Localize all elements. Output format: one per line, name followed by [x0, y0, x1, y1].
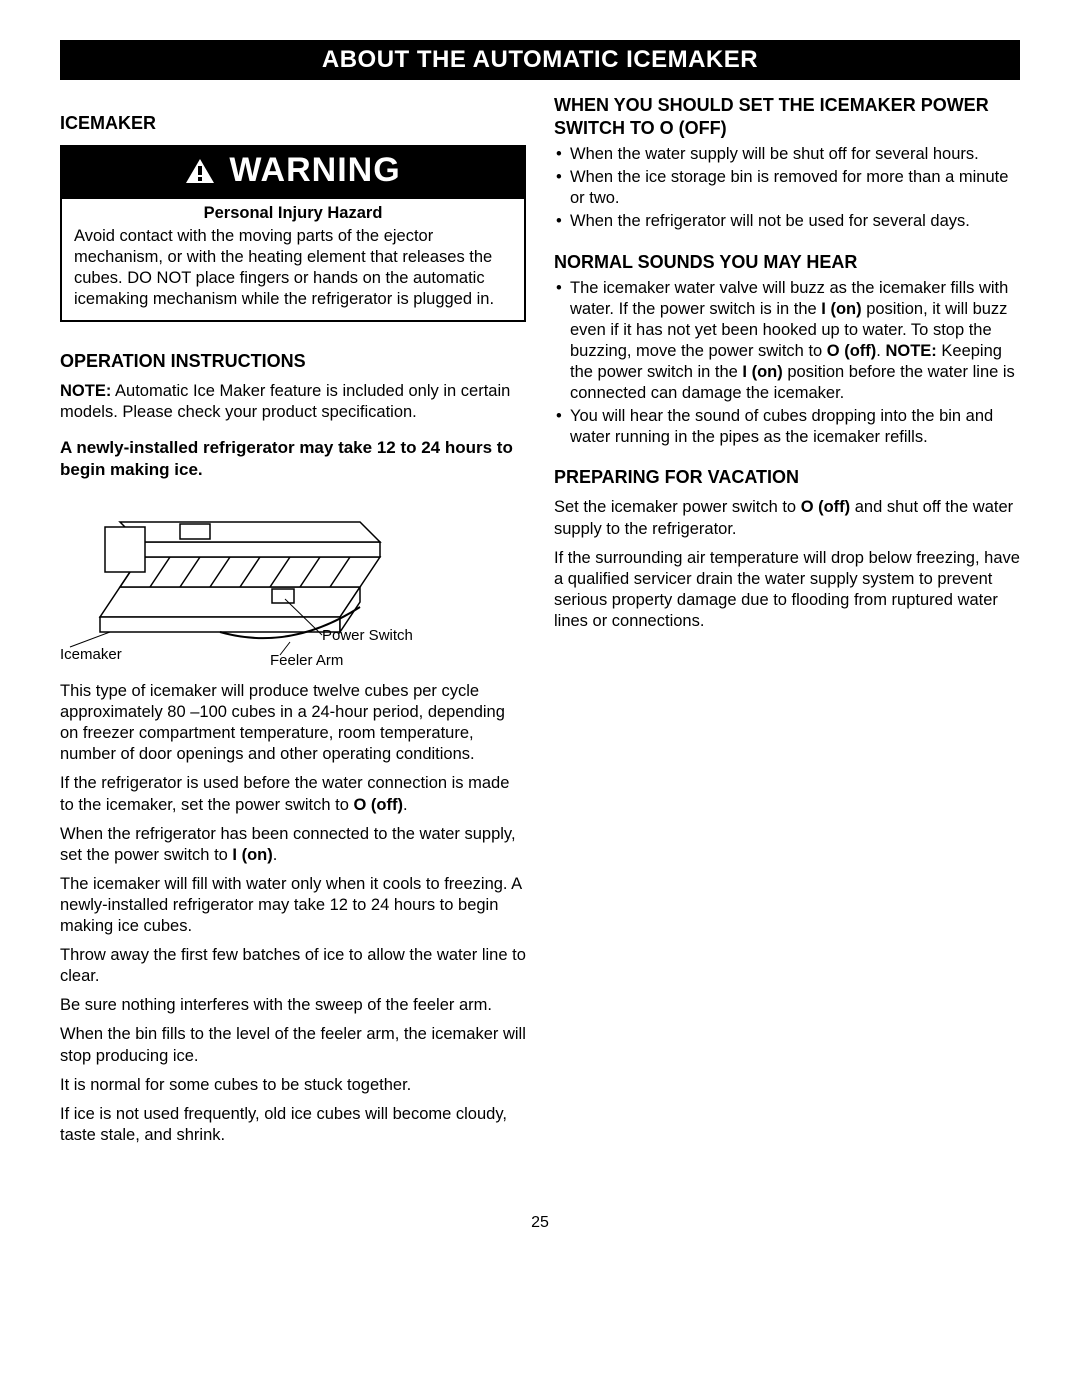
off-bullets: When the water supply will be shut off f…: [554, 144, 1020, 232]
columns: ICEMAKER WARNING Personal Injury Hazard …: [60, 94, 1020, 1154]
operation-heading: OPERATION INSTRUCTIONS: [60, 350, 526, 373]
left-p5: Throw away the first few batches of ice …: [60, 945, 526, 987]
left-p9: If ice is not used frequently, old ice c…: [60, 1104, 526, 1146]
icemaker-heading: ICEMAKER: [60, 112, 526, 135]
icemaker-diagram: Icemaker Power Switch Feeler Arm: [60, 487, 526, 673]
off-bullet-1: When the water supply will be shut off f…: [554, 144, 1020, 165]
note-body: Automatic Ice Maker feature is included …: [60, 382, 510, 421]
left-p6: Be sure nothing interferes with the swee…: [60, 995, 526, 1016]
sounds-bullet-1: The icemaker water valve will buzz as th…: [554, 278, 1020, 405]
left-p8: It is normal for some cubes to be stuck …: [60, 1075, 526, 1096]
diagram-label-feeler: Feeler Arm: [270, 652, 343, 667]
sounds-bullet-2: You will hear the sound of cubes droppin…: [554, 406, 1020, 448]
diagram-label-power: Power Switch: [322, 627, 413, 644]
warning-title: WARNING: [229, 149, 400, 193]
note-paragraph: NOTE: Automatic Ice Maker feature is inc…: [60, 381, 526, 423]
note-label: NOTE:: [60, 382, 111, 400]
warning-body: Personal Injury Hazard Avoid contact wit…: [62, 199, 524, 321]
sounds-heading: NORMAL SOUNDS YOU MAY HEAR: [554, 251, 1020, 274]
left-p1: This type of icemaker will produce twelv…: [60, 681, 526, 765]
warning-box: WARNING Personal Injury Hazard Avoid con…: [60, 145, 526, 322]
vacation-heading: PREPARING FOR VACATION: [554, 466, 1020, 489]
newly-installed-heading: A newly-installed refrigerator may take …: [60, 437, 526, 481]
page-title-bar: ABOUT THE AUTOMATIC ICEMAKER: [60, 40, 1020, 80]
left-p3: When the refrigerator has been connected…: [60, 824, 526, 866]
off-bullet-3: When the refrigerator will not be used f…: [554, 211, 1020, 232]
left-p2: If the refrigerator is used before the w…: [60, 773, 526, 815]
left-p4: The icemaker will fill with water only w…: [60, 874, 526, 937]
right-column: WHEN YOU SHOULD SET THE ICEMAKER POWER S…: [554, 94, 1020, 1154]
manual-page: ABOUT THE AUTOMATIC ICEMAKER ICEMAKER WA…: [0, 0, 1080, 1282]
page-title: ABOUT THE AUTOMATIC ICEMAKER: [322, 46, 758, 73]
diagram-label-icemaker: Icemaker: [60, 646, 122, 663]
off-heading: WHEN YOU SHOULD SET THE ICEMAKER POWER S…: [554, 94, 1020, 140]
page-number: 25: [60, 1214, 1020, 1232]
warning-text: Avoid contact with the moving parts of t…: [74, 226, 512, 310]
vacation-p2: If the surrounding air temperature will …: [554, 548, 1020, 632]
warning-triangle-icon: [185, 158, 215, 184]
left-column: ICEMAKER WARNING Personal Injury Hazard …: [60, 94, 526, 1154]
diagram-svg: Icemaker Power Switch Feeler Arm: [60, 487, 440, 667]
off-bullet-2: When the ice storage bin is removed for …: [554, 167, 1020, 209]
sounds-bullets: The icemaker water valve will buzz as th…: [554, 278, 1020, 449]
injury-hazard-label: Personal Injury Hazard: [74, 203, 512, 224]
vacation-p1: Set the icemaker power switch to O (off)…: [554, 497, 1020, 539]
warning-header: WARNING: [62, 147, 524, 199]
left-p7: When the bin fills to the level of the f…: [60, 1024, 526, 1066]
